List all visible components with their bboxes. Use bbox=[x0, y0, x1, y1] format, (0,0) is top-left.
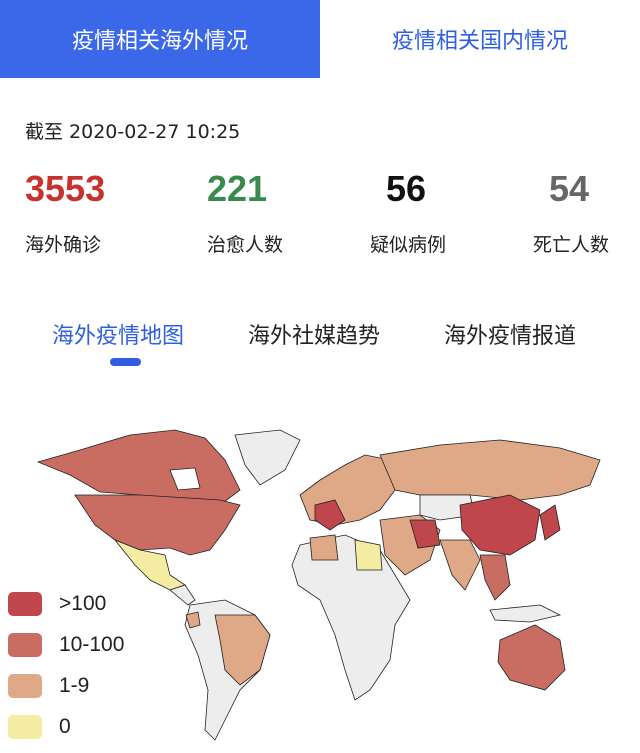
region-algeria bbox=[309, 534, 339, 561]
world-map[interactable] bbox=[0, 400, 640, 753]
legend-swatch bbox=[8, 674, 42, 698]
region-japan-korea bbox=[539, 504, 561, 541]
active-tab-indicator bbox=[110, 358, 141, 366]
region-usa bbox=[74, 494, 241, 556]
region-ecuador bbox=[185, 611, 201, 629]
legend-label: 10-100 bbox=[59, 633, 125, 656]
region-australia bbox=[497, 624, 566, 691]
region-italy-france bbox=[314, 499, 346, 531]
as-of-timestamp: 截至 2020-02-27 10:25 bbox=[25, 121, 241, 143]
legend-item: 0 bbox=[8, 715, 71, 739]
stat-label: 疑似病例 bbox=[370, 234, 447, 256]
region-egypt bbox=[354, 539, 383, 571]
legend-item: 10-100 bbox=[8, 633, 124, 657]
stat-suspected: 56 疑似病例 bbox=[370, 168, 510, 257]
stat-confirmed: 3553 海外确诊 bbox=[25, 168, 165, 257]
legend-label: >100 bbox=[59, 592, 107, 615]
stat-cured: 221 治愈人数 bbox=[207, 168, 347, 257]
region-greenland bbox=[234, 429, 301, 486]
region-southeast-asia bbox=[479, 554, 511, 601]
tab-overseas[interactable]: 疫情相关海外情况 bbox=[0, 0, 320, 78]
legend-swatch bbox=[8, 633, 42, 657]
subtab-map[interactable]: 海外疫情地图 bbox=[52, 324, 185, 349]
stat-value: 54 bbox=[549, 168, 590, 209]
region-iran bbox=[409, 519, 441, 549]
tab-domestic[interactable]: 疫情相关国内情况 bbox=[391, 29, 568, 54]
legend-label: 0 bbox=[59, 715, 71, 738]
stat-value: 221 bbox=[207, 168, 268, 209]
stat-label: 死亡人数 bbox=[533, 234, 610, 256]
stat-value: 3553 bbox=[25, 168, 106, 209]
region-central-america bbox=[169, 584, 196, 606]
legend-swatch bbox=[8, 715, 42, 739]
stat-value: 56 bbox=[386, 168, 427, 209]
stat-deaths: 54 死亡人数 bbox=[533, 168, 640, 257]
legend-item: >100 bbox=[8, 592, 106, 616]
region-hudson-bay bbox=[169, 467, 201, 491]
subtab-reports[interactable]: 海外疫情报道 bbox=[444, 324, 577, 349]
stat-label: 海外确诊 bbox=[25, 234, 102, 256]
region-china bbox=[459, 494, 541, 556]
stat-label: 治愈人数 bbox=[207, 234, 284, 256]
legend-swatch bbox=[8, 592, 42, 616]
region-india bbox=[439, 539, 481, 591]
region-indonesia bbox=[489, 604, 562, 623]
region-europe bbox=[299, 454, 396, 526]
region-russia bbox=[379, 439, 601, 501]
region-brazil bbox=[214, 614, 271, 686]
region-africa bbox=[291, 534, 411, 701]
legend-label: 1-9 bbox=[59, 674, 90, 697]
subtab-social[interactable]: 海外社媒趋势 bbox=[248, 324, 381, 349]
region-canada-alaska bbox=[36, 429, 241, 506]
legend-item: 1-9 bbox=[8, 674, 89, 698]
